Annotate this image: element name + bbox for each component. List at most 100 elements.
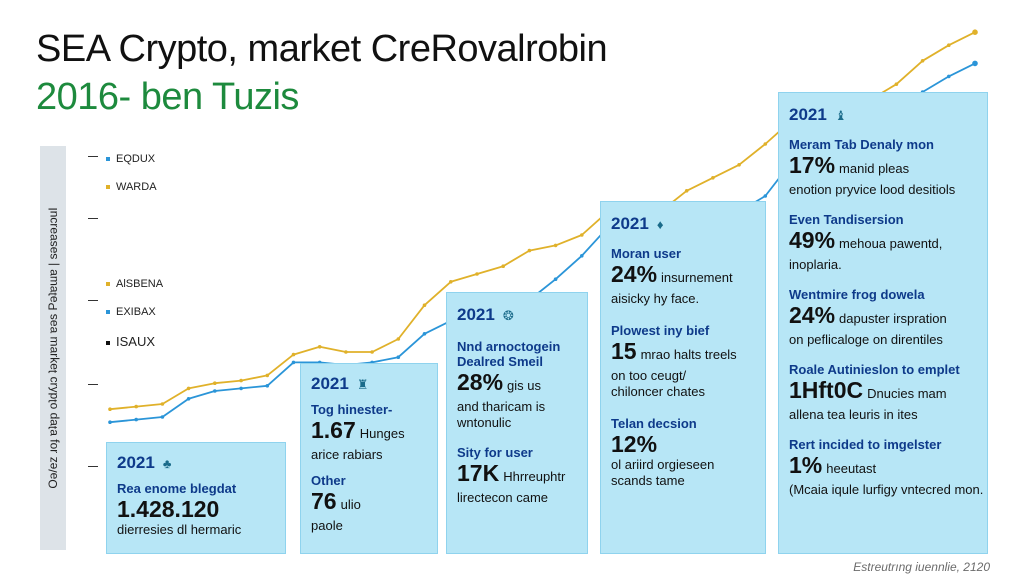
legend-swatch: [106, 157, 110, 162]
stat-note: and tharicam is: [457, 399, 546, 414]
stat-value: 76 ulio: [311, 488, 361, 514]
data-point: [737, 163, 741, 167]
stat-card: 2021 ♣ Rea enome blegdat 1.428.120 dierre…: [106, 442, 286, 554]
data-point: [239, 378, 243, 383]
data-point: [213, 381, 217, 386]
stat-heading: Nnd arnoctogein: [457, 339, 561, 354]
y-axis-tick: [88, 218, 98, 219]
data-point: [134, 417, 138, 422]
data-point: [475, 272, 479, 276]
data-point: [396, 355, 401, 360]
data-point: [947, 43, 951, 47]
badge-icon: ♜: [356, 377, 369, 392]
stat-note: on peflicaloge on direntiles: [789, 332, 943, 347]
data-point: [213, 389, 217, 393]
data-point: [684, 189, 689, 193]
data-point: [920, 59, 925, 63]
stat-value: 15 mrao halts treels: [611, 338, 737, 364]
card-stat: Roale Autinieslon to emplet 1Hft0C Dnucie…: [789, 362, 977, 423]
data-point: [501, 264, 506, 269]
stat-heading: Tog hinester-: [311, 402, 393, 417]
stat-note: paole: [311, 518, 343, 533]
y-axis-tick: [88, 384, 98, 385]
card-stat: Wentmire frog dowela 24% dapuster irsprat…: [789, 287, 977, 348]
data-point: [186, 397, 191, 401]
data-point: [553, 243, 558, 248]
legend-label: ISAUX: [116, 334, 156, 349]
stat-note: arice rabiars: [311, 447, 383, 462]
data-point: [291, 352, 296, 357]
legend-item: EXIBAX: [106, 306, 156, 318]
legend-item: WARDA: [106, 181, 157, 193]
chart-title: SEA Crypto, market CreRovalrobin: [36, 28, 608, 70]
legend-swatch: [106, 282, 110, 287]
card-stat: Rert incided to imgelster 1% heeutast (Mc…: [789, 437, 984, 498]
card-stat: Sity for user 17K Hhrreuphtr lirectecon c…: [457, 445, 577, 506]
stat-value: 17K Hhrreuphtr: [457, 460, 566, 486]
stat-note: inoplaria.: [789, 257, 842, 272]
coin-icon: ❂: [502, 308, 514, 323]
data-point: [239, 386, 243, 391]
data-point: [108, 420, 112, 425]
card-stat: Telan decsion 12% ol ariird orgieseen sc…: [611, 416, 755, 489]
stat-note: aisicky hy face.: [611, 291, 700, 306]
data-point: [763, 194, 768, 198]
stat-heading: Rea enome blegdat: [117, 481, 237, 496]
stat-heading: Telan decsion: [611, 416, 697, 431]
leaf-icon: ♣: [162, 456, 172, 471]
card-year: 2021 ♦: [611, 214, 664, 233]
trophy-icon: ♝: [834, 108, 847, 123]
data-point: [396, 337, 401, 341]
data-point: [344, 350, 348, 354]
card-stat: Plowest iny bief 15 mrao halts treels on …: [611, 323, 755, 400]
stat-note: on too ceugt/: [611, 368, 687, 383]
legend-item: AlSBENA: [106, 278, 163, 290]
stat-value: 1.428.120: [117, 496, 220, 522]
data-point: [160, 415, 165, 419]
data-point: [972, 60, 978, 67]
y-axis-tick: [88, 156, 98, 157]
stat-note: allena tea leuris in ites: [789, 407, 918, 422]
stat-note: (Mcaia iqule lurfigy vntecred mon.: [789, 482, 984, 497]
data-point: [134, 404, 138, 409]
legend-item: EQDUX: [106, 153, 155, 165]
data-point: [711, 176, 715, 180]
stat-heading: Plowest iny bief: [611, 323, 710, 338]
stat-card: 2021 ❂ Nnd arnoctogein Dealred Smeil 28% g…: [446, 292, 588, 554]
data-point: [972, 29, 978, 35]
card-year: 2021 ♜: [311, 374, 369, 393]
card-year: 2021 ♣: [117, 453, 172, 472]
stat-note: chiloncer chates: [611, 384, 705, 399]
stat-card: 2021 ♦ Moran user 24% insurnement aisicky …: [600, 201, 766, 554]
stat-value: 1.67 Hunges: [311, 417, 405, 443]
data-point: [265, 373, 270, 378]
data-point: [186, 386, 191, 391]
data-point: [422, 303, 427, 308]
stat-value: 17% manid pleas: [789, 152, 910, 178]
chart-subtitle: 2016- ben Tuzis: [36, 76, 299, 118]
stat-note: ol ariird orgieseen: [611, 457, 715, 472]
card-stat: Even Tandisersion 49% mehoua pawentd, ino…: [789, 212, 977, 273]
stat-note: enotion pryvice lood desitiols: [789, 182, 956, 197]
stat-value: 24% dapuster irspration: [789, 302, 947, 328]
stat-heading: Moran user: [611, 246, 682, 261]
card-stat: Rea enome blegdat 1.428.120 dierresies d…: [117, 481, 275, 538]
legend-label: EXIBAX: [116, 306, 156, 318]
card-year: 2021 ❂: [457, 305, 514, 324]
card-stat: Other 76 ulio paole: [311, 473, 427, 534]
data-point: [160, 402, 165, 406]
legend-label: WARDA: [116, 181, 157, 193]
stat-value: 28% gis us: [457, 369, 542, 395]
stat-heading: Roale Autinieslon to emplet: [789, 362, 960, 377]
data-point: [580, 254, 584, 258]
stat-heading: Sity for user: [457, 445, 533, 460]
legend-swatch: [106, 185, 110, 190]
card-stat: Nnd arnoctogein Dealred Smeil 28% gis us …: [457, 339, 577, 431]
bulb-icon: ♦: [656, 217, 664, 232]
stat-card: 2021 ♝ Meram Tab Denaly mon 17% manid plea…: [778, 92, 988, 554]
data-point: [947, 74, 951, 79]
legend-item: ISAUX: [106, 334, 155, 349]
stat-value: 24% insurnement: [611, 261, 733, 287]
card-stat: Meram Tab Denaly mon 17% manid pleas enot…: [789, 137, 977, 198]
data-point: [894, 82, 899, 86]
